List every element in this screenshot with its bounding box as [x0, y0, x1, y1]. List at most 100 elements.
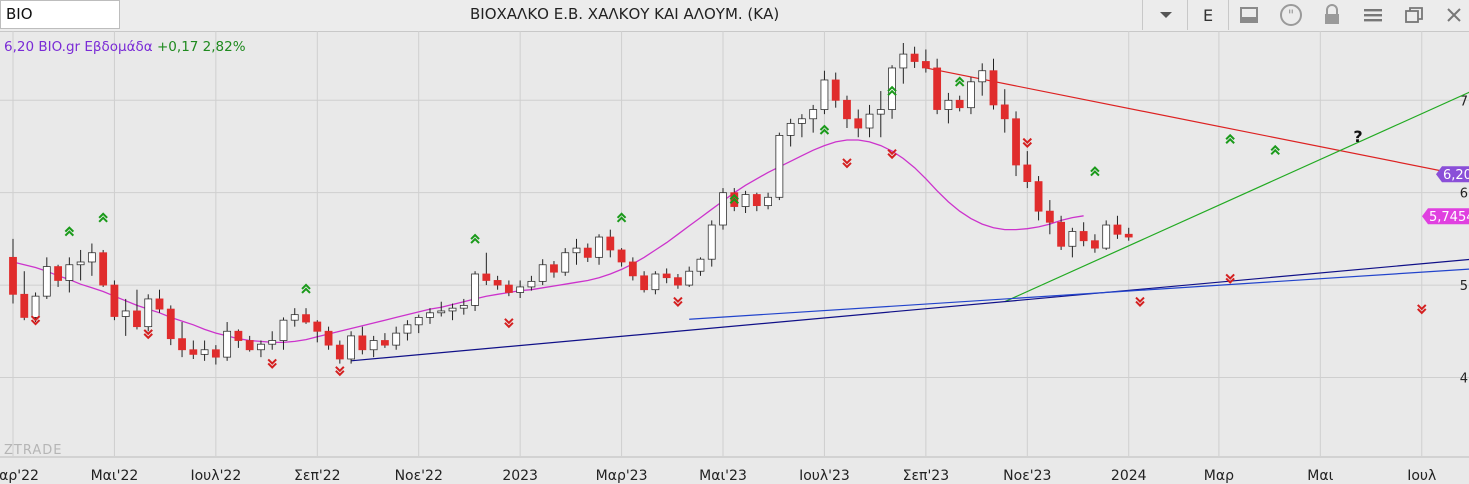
candle-up [572, 247, 581, 254]
watermark: ZTRADE [4, 443, 62, 458]
trendlines[interactable] [351, 67, 1469, 362]
buy-signal-arrow [64, 226, 75, 237]
symbol-input[interactable]: BIO [0, 0, 120, 29]
buy-signal-arrow [470, 233, 480, 244]
close-icon[interactable] [1440, 1, 1468, 29]
signal-arrows [30, 76, 1427, 377]
ma-value-tag-text: 5,7454 [1429, 210, 1469, 225]
sell-signal-arrow [143, 329, 153, 340]
candle-down [606, 236, 615, 251]
candle-down [628, 261, 637, 277]
x-tick-label: Μαι [1307, 468, 1333, 484]
y-tick-label: 6 [1460, 187, 1468, 202]
candle-down [1079, 231, 1088, 242]
restore-window-icon[interactable] [1399, 1, 1429, 29]
menu-icon[interactable] [1358, 1, 1388, 29]
lock-icon[interactable] [1318, 1, 1346, 29]
buy-signal-arrow [729, 193, 739, 205]
x-tick-label: Μαρ [1204, 468, 1234, 484]
candle-down [1057, 221, 1066, 247]
sell-signal-arrow [1135, 296, 1145, 307]
buy-signal-arrow [887, 85, 897, 96]
candle-up [876, 109, 885, 115]
candle-down [482, 273, 491, 281]
instrument-title: ΒΙΟΧΑΛΚΟ Ε.Β. ΧΑΛΚΟΥ ΚΑΙ ΑΛΟΥΜ. (ΚΑ) [470, 5, 780, 23]
candle-down [640, 275, 649, 291]
candle-up [31, 295, 40, 318]
x-tick-label: Ιουλ [1407, 468, 1436, 484]
buy-signal-arrow [1270, 144, 1280, 156]
candle-down [1000, 104, 1009, 120]
candle-up [527, 280, 536, 288]
ma-value-tag [1422, 208, 1469, 225]
candle-down [381, 340, 389, 346]
candle-down [155, 298, 164, 310]
candle-down [674, 277, 682, 286]
candle-up [516, 286, 525, 293]
candle-up [561, 252, 570, 273]
candle-down [1045, 210, 1054, 223]
candle-up [459, 305, 468, 309]
price-chart[interactable]: ZTRADE 7 6 5 4 ? 6,20 5,7454 Μαρ'22 Μαι'22 Ιου… [0, 31, 1469, 484]
candle-up [426, 312, 434, 318]
candle-up [257, 343, 265, 351]
last-price: 6,20 [4, 39, 35, 55]
candle-up [764, 196, 772, 207]
candle-down [189, 349, 198, 355]
x-tick-label: Νοε'22 [395, 468, 443, 484]
x-tick-label: Μαρ'23 [596, 468, 648, 484]
candle-up [888, 67, 896, 110]
buy-signal-arrow [98, 212, 108, 223]
trendline-blue-support[interactable] [689, 266, 1469, 320]
price-tags: 6,20 5,7454 [1422, 166, 1469, 225]
quote-icon[interactable]: " [1276, 1, 1306, 29]
candle-up [42, 266, 51, 297]
x-tick-label: Μαι'22 [91, 468, 139, 484]
candle-down [550, 264, 558, 273]
candle-down [166, 308, 175, 340]
candle-up [121, 310, 130, 317]
chevron-down-icon[interactable] [1150, 1, 1182, 29]
candle-down [1012, 118, 1020, 166]
candle-up [707, 224, 716, 260]
buy-signal-arrow [819, 124, 830, 135]
last-price-tag-text: 6,20 [1443, 168, 1469, 183]
y-axis-labels: 7 6 5 4 [1460, 94, 1468, 386]
candle-up [87, 252, 96, 263]
candle-up [437, 310, 446, 314]
candle-down [211, 349, 220, 358]
candle-down [1034, 181, 1043, 212]
sell-signal-arrow [335, 366, 345, 377]
x-tick-label: 2024 [1111, 468, 1147, 484]
candle-up [651, 273, 660, 291]
trendline-red-resistance[interactable] [925, 67, 1469, 187]
trendline-green-support[interactable] [1004, 68, 1469, 303]
candle-up [347, 335, 356, 360]
svg-text:": " [1288, 8, 1294, 24]
trendline-navy-support[interactable] [351, 255, 1469, 362]
candle-down [933, 67, 942, 110]
candle-up [414, 317, 423, 326]
layout-icon[interactable] [1234, 1, 1264, 29]
x-tick-label: Ιουλ'22 [190, 468, 241, 484]
candle-up [448, 307, 457, 312]
e-button[interactable]: E [1202, 5, 1214, 25]
candle-up [403, 324, 412, 334]
annotation-question-mark: ? [1353, 127, 1362, 146]
candle-down [504, 284, 513, 293]
candle-up [471, 273, 479, 306]
candle-up [798, 118, 806, 124]
candle-down [133, 310, 141, 328]
candle-down [921, 61, 930, 69]
candle-down [358, 335, 367, 351]
candle-down [313, 321, 322, 332]
chart-grid [0, 31, 1469, 458]
x-tick-label: Μαρ'22 [0, 468, 39, 484]
candle-down [20, 293, 29, 318]
candle-up [538, 264, 547, 282]
candle-up [741, 194, 750, 207]
candle-down [178, 338, 186, 351]
candle-up [290, 314, 299, 321]
candle-up [369, 340, 378, 351]
candle-down [335, 344, 344, 360]
